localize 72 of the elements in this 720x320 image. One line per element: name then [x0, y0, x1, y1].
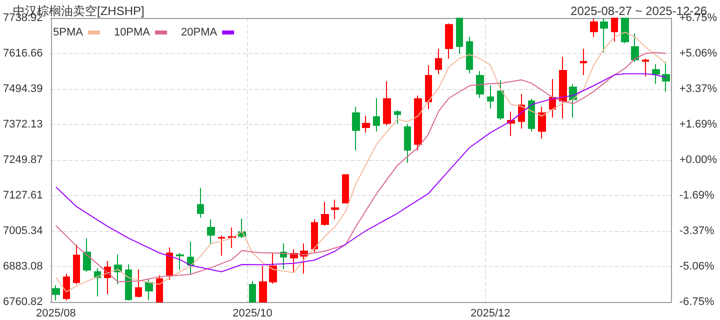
- y-tick-label: 7616.66: [2, 48, 43, 60]
- candlestick: [642, 58, 649, 77]
- candlestick: [269, 252, 277, 284]
- legend-label: 20PMA: [181, 26, 218, 38]
- y-tick-label: 7005.34: [2, 225, 43, 237]
- y2-tick-label: -1.69%: [679, 190, 714, 202]
- candlestick: [94, 268, 101, 297]
- candlestick: [497, 80, 504, 120]
- candlestick: [156, 274, 163, 302]
- candlestick: [362, 115, 370, 134]
- candlestick: [373, 98, 380, 132]
- candlestick: [559, 56, 567, 119]
- candlestick: [394, 110, 401, 124]
- legend-label: 10PMA: [114, 26, 151, 38]
- y-tick-label: 6883.08: [2, 260, 43, 272]
- candlestick: [476, 70, 484, 99]
- candlestick: [652, 64, 660, 84]
- candlestick: [135, 268, 142, 298]
- candlestick: [445, 22, 453, 60]
- candlestick: [63, 273, 70, 301]
- y2-tick-label: -3.37%: [679, 224, 714, 237]
- candlestick: [207, 218, 215, 246]
- candlestick: [145, 278, 153, 301]
- x-tick-label: 2025/10: [232, 308, 272, 320]
- candlestick: [528, 98, 535, 132]
- candlestick: [166, 246, 173, 280]
- candlestick: [218, 234, 225, 256]
- x-tick-label: 2025/08: [36, 308, 76, 320]
- candlestick: [487, 84, 494, 110]
- y2-tick-label: +0.00%: [679, 154, 718, 166]
- y-tick-label: 6760.82: [2, 296, 43, 308]
- y-tick-label: 7127.61: [2, 190, 43, 202]
- candlestick: [590, 18, 598, 38]
- candlestick: [435, 48, 442, 75]
- candlestick: [125, 264, 132, 301]
- x-tick-label: 2025/12: [470, 308, 510, 320]
- candlestick: [621, 18, 629, 44]
- candlestick: [52, 284, 60, 301]
- candlestick: [228, 226, 236, 248]
- y2-tick-label: +3.37%: [679, 83, 718, 96]
- legend-label: 5PMA: [52, 26, 84, 38]
- candlestick: [383, 80, 391, 126]
- candlestick: [600, 18, 608, 53]
- candlestick: [249, 280, 256, 302]
- candlestick: [83, 238, 91, 272]
- candlestick: [611, 18, 618, 42]
- candlestick: [342, 174, 349, 204]
- candlestick: [187, 241, 194, 275]
- candlestick: [321, 201, 329, 226]
- candlestick: [466, 36, 473, 74]
- candlestick: [662, 61, 670, 92]
- candlestick: [404, 123, 411, 164]
- candlestick: [414, 95, 422, 151]
- candlestick: [197, 187, 204, 218]
- candlestick: [580, 48, 587, 76]
- y-tick-label: 7372.13: [2, 118, 43, 130]
- candlestick: [311, 218, 318, 253]
- y2-tick-label: -6.75%: [679, 296, 714, 308]
- candlestick: [176, 252, 184, 271]
- candlestick: [331, 199, 339, 220]
- candlestick: [352, 106, 360, 151]
- y2-tick-label: +5.06%: [679, 48, 718, 60]
- candlestick: [425, 64, 432, 110]
- candlestick: [538, 106, 546, 139]
- y2-tick-label: +1.69%: [679, 118, 718, 130]
- candlestick: [631, 32, 639, 62]
- candlestick: [259, 265, 267, 302]
- y2-tick-label: -5.06%: [679, 260, 714, 272]
- y-tick-label: 7494.39: [2, 83, 43, 95]
- y-tick-label: 7249.87: [2, 154, 43, 166]
- candlestick: [73, 244, 80, 285]
- candlestick: [456, 18, 463, 54]
